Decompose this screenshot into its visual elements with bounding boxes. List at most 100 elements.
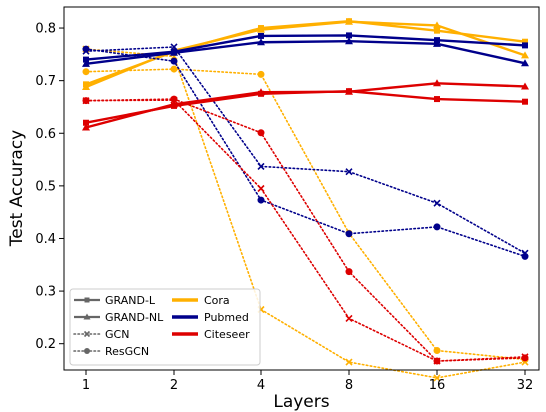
series-cora-gcn-point-16	[433, 374, 441, 382]
series-citeseer-resgcn-point-16	[433, 357, 441, 365]
x-tick-label-32: 32	[517, 378, 534, 393]
legend-item-cora-label: Cora	[204, 294, 230, 307]
series-pubmed-grand-l-point-8	[346, 32, 352, 39]
series-cora-resgcn-point-4	[257, 70, 265, 78]
series-citeseer-resgcn-line	[85, 98, 526, 362]
series-pubmed-gcn-point-16	[433, 199, 441, 207]
series-citeseer-grand-nl-point-4	[257, 88, 265, 96]
series-citeseer-grand-nl-point-2	[170, 100, 178, 108]
series-citeseer-resgcn-point-4	[257, 129, 265, 137]
series-citeseer-resgcn-point-32	[521, 354, 529, 362]
series-pubmed-gcn-line	[85, 46, 526, 255]
x-axis: 1 2 4 8 16 32	[82, 370, 533, 393]
series-cora-grand-nl-point-32	[521, 51, 529, 59]
legend-item-citeseer-label: Citeseer	[204, 328, 250, 341]
legend-item-resgcn-label: ResGCN	[105, 345, 149, 358]
series-citeseer-grand-nl-point-32	[521, 82, 529, 90]
series-pubmed-grand-nl-point-2	[170, 48, 178, 56]
legend: GRAND-L GRAND-NL GCN ResGCN Cora Pubmed Citese…	[69, 288, 261, 366]
series-pubmed-grand-l-point-1	[83, 56, 89, 63]
series-citeseer-gcn-point-8	[345, 314, 353, 323]
series-citeseer-resgcn-point-2	[170, 95, 178, 103]
series-citeseer-resgcn-point-8	[345, 268, 353, 276]
legend-item-gcn: GCN	[73, 328, 129, 341]
series-pubmed-grand-nl	[82, 37, 529, 67]
legend-frame	[69, 288, 261, 366]
legend-item-pubmed: Pubmed	[172, 311, 249, 324]
series-cora-gcn-point-8	[345, 358, 353, 366]
series-cora-grand-nl-point-4	[257, 25, 265, 33]
plot-frame	[63, 6, 540, 371]
y-tick-label-0-5: 0.5	[35, 179, 56, 194]
series-cora-resgcn-point-16	[433, 347, 441, 355]
x-axis-label: Layers	[273, 392, 329, 412]
legend-item-grand-l: GRAND-L	[74, 294, 156, 307]
series-pubmed-grand-nl-point-32	[521, 59, 529, 67]
series-pubmed-resgcn-point-8	[345, 230, 353, 238]
series-pubmed-grand-nl-point-16	[433, 39, 441, 47]
series-cora-resgcn-point-1	[82, 68, 90, 76]
legend-item-grand-l-label: GRAND-L	[105, 294, 156, 307]
legend-item-grand-nl: GRAND-NL	[74, 311, 164, 324]
series-citeseer-grand-l-point-1	[83, 119, 89, 126]
series-pubmed-resgcn-point-2	[170, 57, 178, 65]
series-pubmed-grand-l-point-4	[258, 32, 264, 39]
legend-item-grand-nl-label: GRAND-NL	[105, 311, 164, 324]
y-tick-label-0-6: 0.6	[35, 127, 56, 142]
series-layer	[82, 17, 529, 382]
y-tick-label-0-3: 0.3	[35, 285, 56, 300]
x-tick-label-1: 1	[82, 378, 90, 393]
series-citeseer-grand-l-point-32	[522, 98, 528, 105]
series-pubmed-grand-nl-point-1	[82, 59, 90, 67]
series-cora-grand-nl-point-8	[345, 17, 353, 25]
series-pubmed-grand-nl-line	[85, 39, 526, 66]
series-pubmed-gcn	[82, 43, 529, 257]
series-cora-grand-nl-point-16	[433, 21, 441, 29]
series-citeseer-grand-nl-point-16	[433, 79, 441, 87]
series-pubmed-resgcn-point-16	[433, 223, 441, 231]
legend-item-gcn-marker	[83, 330, 91, 338]
series-citeseer-resgcn-point-1	[82, 97, 90, 105]
series-citeseer-resgcn	[82, 95, 529, 365]
legend-item-grand-l-marker	[84, 297, 90, 303]
series-citeseer-grand-nl-point-8	[345, 87, 353, 95]
legend-item-grand-nl-marker	[83, 313, 91, 320]
legend-item-cora: Cora	[172, 294, 230, 307]
y-tick-label-0-7: 0.7	[35, 74, 56, 89]
legend-item-pubmed-label: Pubmed	[204, 311, 249, 324]
series-pubmed-grand-nl-point-8	[345, 37, 353, 45]
x-tick-label-4: 4	[257, 378, 265, 393]
series-cora-grand-nl-point-1	[82, 82, 90, 90]
y-axis-label: Test Accuracy	[7, 130, 27, 248]
series-pubmed-resgcn-point-4	[257, 196, 265, 204]
series-cora-grand-l-point-16	[434, 27, 440, 34]
series-citeseer-grand-nl-line	[85, 82, 526, 129]
y-axis: 0.2 0.3 0.4 0.5 0.6 0.7 0.8	[35, 22, 64, 352]
series-cora-resgcn-line	[85, 68, 526, 361]
series-citeseer-grand-l-point-16	[434, 96, 440, 103]
series-pubmed-resgcn-point-1	[82, 45, 90, 53]
x-tick-label-8: 8	[345, 378, 353, 393]
x-tick-label-16: 16	[429, 378, 446, 393]
series-cora-grand-l-point-32	[522, 38, 528, 45]
legend-item-resgcn-marker	[84, 348, 90, 354]
series-cora-resgcn-point-2	[170, 65, 178, 73]
legend-item-gcn-label: GCN	[105, 328, 129, 341]
series-pubmed-grand-l-point-32	[522, 42, 528, 49]
series-citeseer-grand-l-line	[85, 89, 526, 124]
series-citeseer-grand-nl	[82, 79, 529, 131]
series-pubmed-gcn-point-8	[345, 168, 353, 176]
series-pubmed-resgcn-line	[85, 48, 526, 258]
series-pubmed-gcn-point-4	[257, 162, 265, 170]
series-pubmed-resgcn	[82, 45, 529, 260]
y-tick-label-0-4: 0.4	[35, 232, 56, 247]
y-tick-label-0-8: 0.8	[35, 22, 56, 37]
legend-item-resgcn: ResGCN	[73, 345, 149, 358]
series-pubmed-gcn-point-2	[170, 43, 178, 51]
series-citeseer-grand-l	[83, 88, 528, 126]
series-citeseer-grand-nl-point-1	[82, 123, 90, 131]
series-pubmed-resgcn-point-32	[521, 252, 529, 260]
series-cora-grand-nl-line	[85, 20, 526, 89]
series-pubmed-grand-l-line	[85, 34, 526, 61]
